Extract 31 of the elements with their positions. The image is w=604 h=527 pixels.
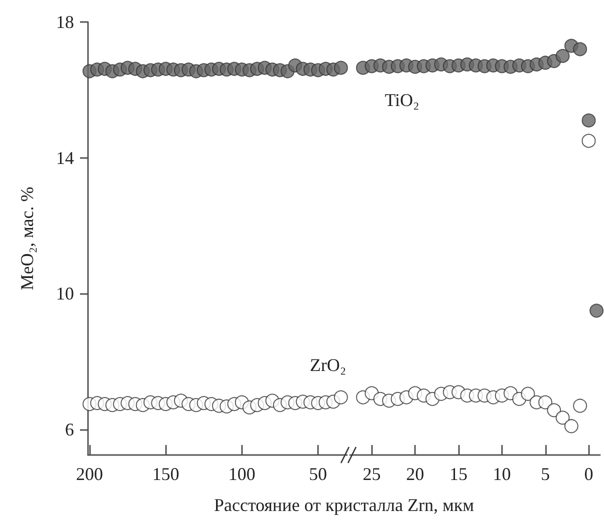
point	[564, 419, 578, 434]
x-tick-label: 100	[228, 464, 256, 484]
x-tick-label: 200	[76, 464, 104, 484]
x-tick-label: 25	[362, 464, 381, 484]
y-tick-label: 10	[56, 284, 74, 304]
point	[573, 398, 588, 413]
x-axis-title: Расстояние от кристалла Zrn, мкм	[213, 495, 475, 516]
annotation: TiO₂	[384, 90, 420, 110]
point	[334, 390, 348, 404]
x-tick-label: 20	[406, 464, 424, 484]
point	[547, 403, 561, 418]
point	[538, 395, 552, 410]
x-tick-label: 50	[309, 464, 328, 484]
point	[573, 42, 588, 56]
annotation: ZrO₂	[310, 355, 346, 375]
point	[556, 410, 570, 425]
point	[590, 304, 604, 318]
x-tick-label: 0	[584, 464, 594, 484]
x-tick-label: 5	[540, 464, 550, 484]
x-tick-label: 150	[152, 464, 180, 484]
x-tick-label: 15	[450, 464, 468, 484]
point	[334, 60, 348, 75]
point	[556, 48, 570, 63]
x-tick-label: 10	[492, 464, 511, 484]
y-tick-label: 14	[56, 148, 74, 168]
y-tick-label: 6	[65, 420, 74, 440]
point	[582, 113, 596, 128]
y-tick-label: 18	[56, 12, 74, 32]
point	[520, 386, 535, 401]
y-axis-title: MeO₂, мас. %	[17, 186, 37, 290]
point	[582, 134, 596, 148]
